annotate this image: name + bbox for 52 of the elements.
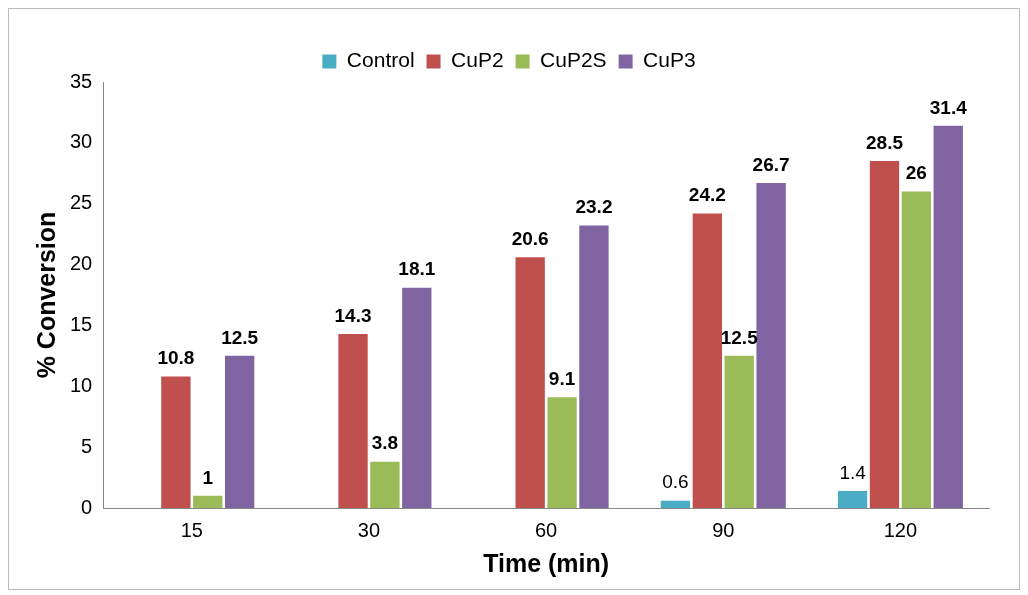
y-tick-label: 30 (70, 130, 93, 153)
bar (579, 225, 609, 508)
data-label: 28.5 (865, 131, 904, 153)
data-label: 1 (202, 466, 214, 488)
data-label: 9.1 (548, 367, 576, 389)
x-axis-title: Time (min) (483, 548, 610, 577)
y-tick-label: 5 (81, 434, 93, 457)
bar (837, 490, 868, 508)
bar (224, 355, 255, 508)
data-label: 0.6 (662, 471, 689, 493)
bar (402, 287, 432, 508)
data-label: 12.5 (221, 326, 259, 348)
data-label: 14.3 (334, 304, 372, 326)
y-tick-label: 25 (70, 191, 93, 214)
y-tick-label: 10 (70, 373, 93, 396)
y-tick-label: 20 (70, 252, 93, 275)
bar (370, 461, 400, 508)
bar (660, 500, 691, 508)
bar (756, 183, 786, 508)
data-label: 31.4 (929, 96, 968, 118)
data-label: 23.2 (575, 196, 613, 218)
bar (161, 376, 191, 508)
bar (933, 125, 963, 508)
data-label: 18.1 (398, 258, 436, 280)
x-tick-label: 90 (712, 518, 735, 541)
data-label: 10.8 (157, 347, 195, 369)
data-label: 26 (905, 162, 927, 184)
legend-label: CuP2 (451, 48, 504, 72)
x-tick-label: 15 (180, 518, 203, 541)
bar (901, 191, 932, 508)
y-tick-label: 15 (70, 312, 93, 335)
data-label: 1.4 (839, 461, 867, 483)
bar (724, 355, 754, 508)
bar (515, 257, 545, 508)
bar (869, 161, 900, 508)
legend-label: CuP2S (540, 48, 607, 72)
x-tick-label: 60 (535, 518, 558, 541)
x-tick-label: 120 (883, 518, 918, 541)
bar (547, 397, 577, 508)
data-label: 20.6 (511, 228, 549, 249)
y-tick-label: 35 (70, 69, 93, 92)
bar (692, 213, 722, 508)
y-axis-title: % Conversion (31, 211, 60, 379)
data-label: 3.8 (371, 432, 399, 454)
bar (193, 495, 223, 508)
legend-label: CuP3 (643, 48, 696, 72)
legend-label: Control (346, 48, 415, 72)
bar (338, 333, 368, 508)
x-tick-label: 30 (357, 518, 381, 541)
data-label: 24.2 (688, 184, 726, 206)
data-label: 26.7 (752, 153, 790, 175)
y-tick-label: 0 (81, 495, 93, 518)
